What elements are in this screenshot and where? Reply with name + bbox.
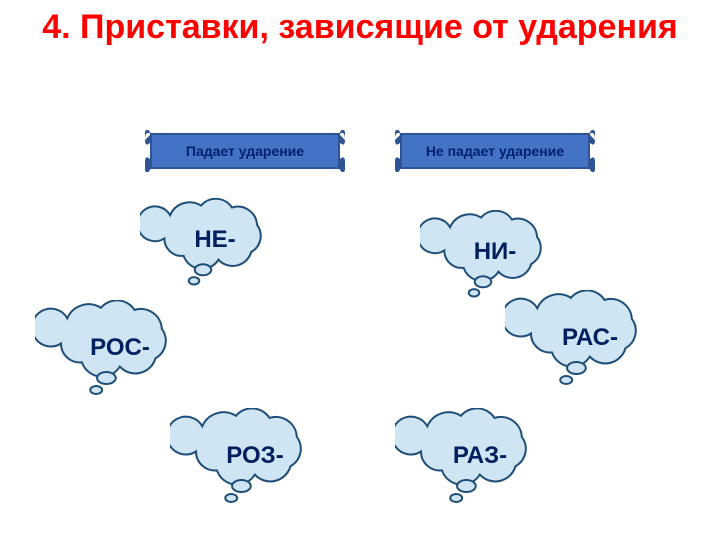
cloud-roz: РОЗ- bbox=[170, 408, 340, 508]
banner-stressed: Падает ударение bbox=[145, 130, 345, 172]
cloud-ne: НЕ- bbox=[140, 198, 290, 290]
cloud-roz-label: РОЗ- bbox=[170, 442, 340, 470]
cloud-raz-label: РАЗ- bbox=[395, 442, 565, 470]
cloud-ne-label: НЕ- bbox=[140, 226, 290, 254]
cloud-ros: РОС- bbox=[35, 300, 205, 400]
cloud-ras: РАС- bbox=[505, 290, 675, 390]
cloud-ras-label: РАС- bbox=[505, 324, 675, 352]
cloud-raz: РАЗ- bbox=[395, 408, 565, 508]
banner-stressed-label: Падает ударение bbox=[186, 144, 304, 159]
banner-unstressed-label: Не падает ударение bbox=[426, 144, 564, 159]
title-text: 4. Приставки, зависящие от ударения bbox=[42, 8, 677, 46]
banner-unstressed: Не падает ударение bbox=[395, 130, 595, 172]
cloud-ni: НИ- bbox=[420, 210, 570, 302]
cloud-ros-label: РОС- bbox=[35, 334, 205, 362]
cloud-ni-label: НИ- bbox=[420, 238, 570, 266]
page-title: 4. Приставки, зависящие от ударения bbox=[0, 8, 720, 47]
